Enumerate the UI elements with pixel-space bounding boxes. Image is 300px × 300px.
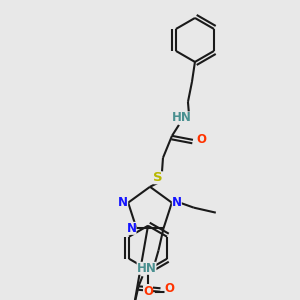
Text: HN: HN bbox=[136, 262, 157, 275]
Text: O: O bbox=[196, 133, 206, 146]
Text: O: O bbox=[164, 282, 175, 295]
Text: N: N bbox=[127, 222, 136, 235]
Text: N: N bbox=[118, 196, 128, 209]
Text: HN: HN bbox=[172, 111, 192, 124]
Text: S: S bbox=[153, 171, 163, 184]
Text: N: N bbox=[172, 196, 182, 209]
Text: O: O bbox=[143, 285, 153, 298]
